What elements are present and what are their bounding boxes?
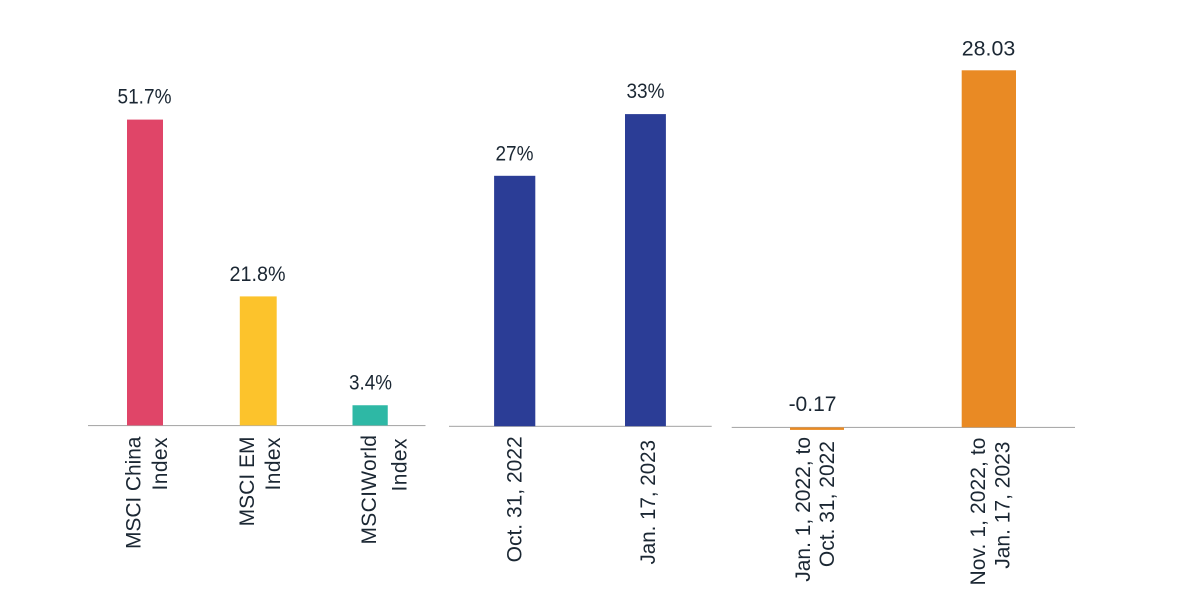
svg-text:Jan. 17, 2023: Jan. 17, 2023	[637, 440, 660, 565]
svg-text:Jan. 17, 2023: Jan. 17, 2023	[992, 442, 1015, 569]
svg-text:MSCI China: MSCI China	[123, 436, 146, 549]
svg-text:Nov. 1, 2022, to: Nov. 1, 2022, to	[967, 438, 990, 586]
svg-text:Jan. 1, 2022, to: Jan. 1, 2022, to	[792, 437, 815, 582]
svg-text:51.7%: 51.7%	[118, 85, 172, 108]
svg-text:Index: Index	[149, 437, 172, 491]
svg-text:3.4%: 3.4%	[349, 372, 392, 395]
svg-text:Index: Index	[262, 437, 285, 491]
svg-text:27%: 27%	[496, 142, 534, 165]
svg-text:28.03: 28.03	[962, 38, 1016, 61]
svg-text:-0.17: -0.17	[789, 393, 837, 416]
svg-text:MSCI EM: MSCI EM	[236, 437, 259, 527]
svg-text:Index: Index	[389, 438, 412, 492]
svg-text:33%: 33%	[627, 80, 665, 103]
svg-text:Oct. 31, 2022: Oct. 31, 2022	[816, 441, 839, 567]
svg-text:21.8%: 21.8%	[230, 263, 286, 286]
svg-text:Oct. 31, 2022: Oct. 31, 2022	[504, 436, 527, 562]
svg-text:MSCIWorld: MSCIWorld	[358, 435, 381, 545]
